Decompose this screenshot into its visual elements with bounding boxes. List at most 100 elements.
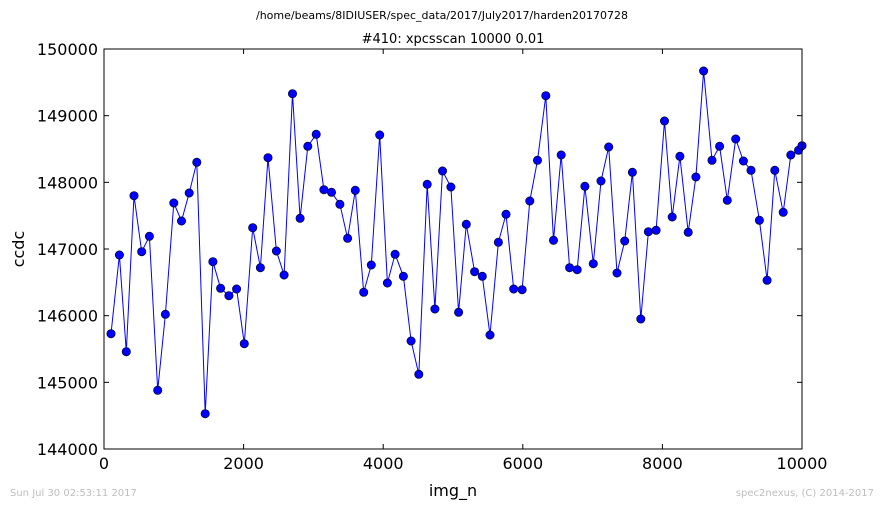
data-point bbox=[572, 265, 582, 275]
data-point bbox=[248, 223, 258, 233]
data-point bbox=[485, 330, 495, 340]
data-point bbox=[762, 275, 772, 285]
data-point bbox=[541, 91, 551, 101]
data-point bbox=[114, 250, 124, 260]
data-point bbox=[200, 409, 210, 419]
data-point bbox=[169, 198, 179, 208]
x-axis-label: img_n bbox=[429, 481, 477, 501]
y-tick-label: 149000 bbox=[37, 107, 98, 126]
y-tick-label: 146000 bbox=[37, 307, 98, 326]
data-point bbox=[643, 227, 653, 237]
chart-title: #410: xpcsscan 10000 0.01 bbox=[362, 32, 545, 47]
data-point bbox=[121, 347, 131, 357]
data-point bbox=[778, 207, 788, 217]
x-tick-label: 4000 bbox=[363, 454, 404, 473]
data-point bbox=[326, 187, 336, 197]
data-point bbox=[699, 66, 709, 76]
data-point bbox=[153, 385, 163, 395]
data-point bbox=[596, 176, 606, 186]
x-tick-label: 10000 bbox=[777, 454, 828, 473]
data-point bbox=[770, 165, 780, 175]
data-point bbox=[177, 216, 187, 226]
x-tick-label: 8000 bbox=[642, 454, 683, 473]
data-point bbox=[319, 185, 329, 195]
data-point bbox=[627, 167, 637, 177]
data-point bbox=[454, 307, 464, 317]
data-point bbox=[548, 235, 558, 245]
data-point bbox=[620, 236, 630, 246]
y-tick-label: 145000 bbox=[37, 373, 98, 392]
data-point bbox=[263, 153, 273, 163]
data-point bbox=[398, 271, 408, 281]
data-point bbox=[707, 155, 717, 165]
x-tick-label: 2000 bbox=[223, 454, 264, 473]
data-point bbox=[279, 270, 289, 280]
data-point bbox=[430, 304, 440, 314]
data-point bbox=[493, 237, 503, 247]
data-point bbox=[375, 130, 385, 140]
data-point bbox=[683, 227, 693, 237]
y-axis-label: ccdc bbox=[9, 231, 28, 268]
data-point bbox=[667, 212, 677, 222]
data-point bbox=[722, 195, 732, 205]
data-point bbox=[255, 263, 265, 273]
data-point bbox=[580, 181, 590, 191]
data-point bbox=[746, 165, 756, 175]
data-point bbox=[295, 213, 305, 223]
data-point bbox=[437, 166, 447, 176]
data-point bbox=[208, 257, 218, 267]
series-line bbox=[110, 70, 803, 414]
data-point bbox=[232, 284, 242, 294]
data-point bbox=[224, 291, 234, 301]
data-point bbox=[129, 191, 139, 201]
data-point bbox=[501, 209, 511, 219]
data-point bbox=[786, 150, 796, 160]
data-point bbox=[406, 336, 416, 346]
data-point bbox=[588, 259, 598, 269]
data-point bbox=[382, 278, 392, 288]
data-point bbox=[525, 196, 535, 206]
data-point bbox=[461, 219, 471, 229]
data-point bbox=[216, 283, 226, 293]
data-point bbox=[509, 284, 519, 294]
data-point bbox=[659, 116, 669, 126]
data-point bbox=[311, 129, 321, 139]
data-point bbox=[106, 329, 116, 339]
data-point bbox=[422, 179, 432, 189]
data-point bbox=[754, 215, 764, 225]
y-tick-label: 147000 bbox=[37, 240, 98, 259]
figure-suptitle: /home/beams/8IDIUSER/spec_data/2017/July… bbox=[256, 9, 628, 22]
data-point bbox=[470, 267, 480, 277]
data-point bbox=[287, 89, 297, 99]
data-point bbox=[192, 157, 202, 167]
data-point bbox=[414, 369, 424, 379]
data-point bbox=[604, 142, 614, 152]
plot-frame bbox=[103, 48, 803, 450]
data-point bbox=[137, 247, 147, 257]
data-point bbox=[691, 172, 701, 182]
data-point bbox=[556, 150, 566, 160]
data-point bbox=[715, 141, 725, 151]
footer-credit: spec2nexus, (C) 2014-2017 bbox=[735, 488, 874, 499]
data-point bbox=[612, 268, 622, 278]
data-point bbox=[335, 199, 345, 209]
data-point bbox=[366, 260, 376, 270]
x-tick-label: 6000 bbox=[502, 454, 543, 473]
footer-timestamp: Sun Jul 30 02:53:11 2017 bbox=[10, 488, 137, 499]
data-point bbox=[651, 225, 661, 235]
data-point bbox=[343, 233, 353, 243]
data-point bbox=[517, 285, 527, 295]
data-point bbox=[532, 155, 542, 165]
data-point bbox=[675, 151, 685, 161]
data-point bbox=[350, 185, 360, 195]
data-point bbox=[565, 263, 575, 273]
data-point bbox=[239, 339, 249, 349]
y-tick-label: 148000 bbox=[37, 173, 98, 192]
data-point bbox=[731, 134, 741, 144]
data-point bbox=[271, 246, 281, 256]
data-point bbox=[446, 182, 456, 192]
data-point bbox=[160, 309, 170, 319]
y-tick-label: 144000 bbox=[37, 440, 98, 459]
data-point bbox=[390, 249, 400, 259]
data-point bbox=[359, 287, 369, 297]
